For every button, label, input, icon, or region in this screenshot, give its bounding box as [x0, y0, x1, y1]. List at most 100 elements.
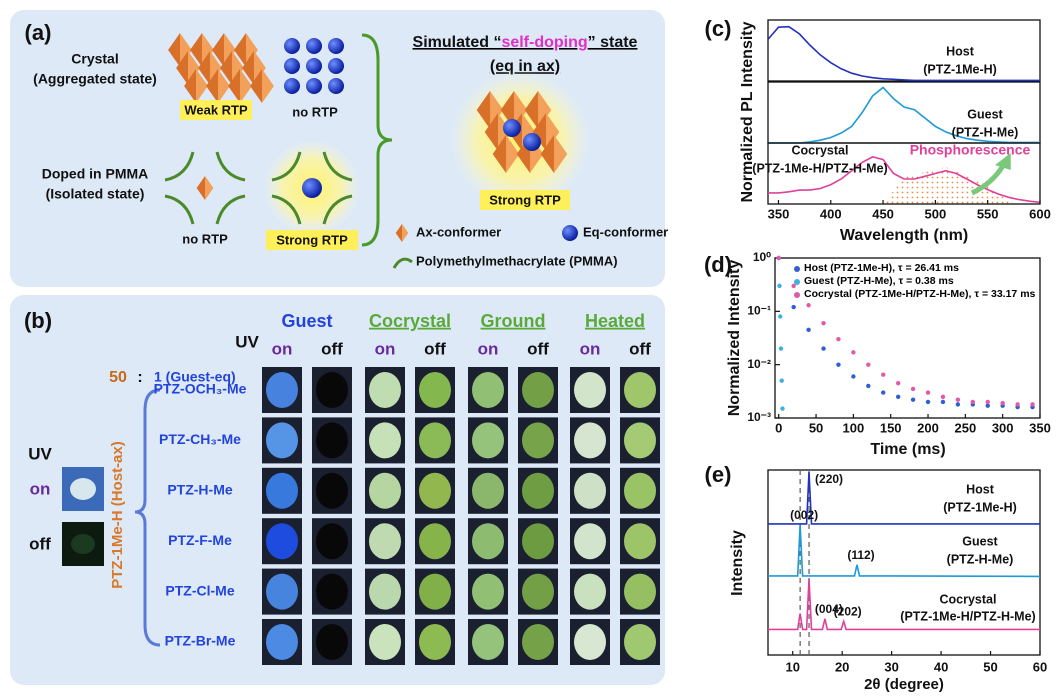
sample-photo-glow — [574, 573, 606, 610]
ax-conformer — [228, 69, 240, 103]
data-point — [791, 283, 796, 289]
sample-photo-glow — [624, 624, 656, 660]
ax-conformer — [532, 113, 546, 151]
data-point — [985, 399, 990, 405]
sample-photo-glow — [624, 523, 656, 560]
column-group: Cocrystal — [369, 311, 451, 331]
x-tick-label: 100 — [843, 420, 865, 435]
data-point — [1015, 402, 1020, 407]
sample-photo-glow — [419, 624, 451, 660]
eq-conformer — [328, 78, 344, 94]
ax-conformer — [240, 69, 252, 103]
ax-conformer — [524, 91, 538, 129]
data-point — [866, 362, 871, 367]
sample-photo-glow — [574, 624, 606, 660]
data-point — [895, 380, 901, 386]
x-tick-label: 350 — [1029, 420, 1051, 435]
sample-name: PTZ-Cl-Me — [165, 582, 234, 598]
y-axis-label: Normalized PL Intensity — [739, 21, 756, 202]
uv-state: on — [580, 339, 601, 358]
label: UV — [235, 332, 259, 351]
x-tick-label: 50 — [809, 420, 823, 435]
ax-conformer — [554, 135, 568, 173]
legend-text: Guest (PTZ-H-Me), τ = 0.38 ms — [804, 275, 954, 287]
eq-conformer — [284, 38, 300, 54]
sample-photo-glow — [472, 523, 504, 560]
sample-photo-glow — [574, 523, 606, 560]
eq-conformer — [306, 58, 322, 74]
ax-conformer — [538, 91, 552, 129]
x-tick-label: 600 — [1029, 206, 1051, 221]
arrow-head — [995, 153, 1011, 170]
y-axis-label: Intensity — [729, 530, 746, 596]
label: no RTP — [292, 104, 338, 119]
ax-conformer — [168, 33, 180, 67]
x-tick-label: 150 — [880, 420, 902, 435]
sample-photo-glow — [472, 624, 504, 660]
annotation: Phosphorescence — [910, 142, 1031, 158]
sample-photo-glow — [266, 523, 298, 560]
ax-conformer — [262, 69, 274, 103]
uv-state: off — [424, 339, 446, 358]
sample-photo-glow — [316, 573, 348, 610]
ax-conformer — [242, 51, 254, 85]
series-label: Cocrystal — [792, 143, 849, 157]
label: (Aggregated state) — [33, 71, 157, 87]
series-line — [768, 578, 1040, 631]
x-tick-label: 250 — [955, 420, 977, 435]
data-point — [970, 399, 976, 405]
legend-entry: Host (PTZ-1Me-H), τ = 26.41 ms — [792, 262, 1042, 275]
data-point — [955, 397, 961, 402]
pmma-chain — [322, 194, 353, 225]
data-point — [777, 283, 782, 289]
label: Polymethylmethacrylate (PMMA) — [416, 253, 618, 268]
peak-label: (002) — [790, 508, 818, 522]
data-point — [1030, 402, 1035, 407]
ax-conformer — [220, 51, 232, 85]
uv-state: on — [272, 339, 293, 358]
x-tick-label: 500 — [925, 206, 947, 221]
peak-label: (202) — [834, 605, 862, 619]
series-line — [768, 156, 1041, 204]
ax-conformer — [514, 91, 528, 129]
label: no RTP — [182, 231, 228, 246]
sample-photo-glow — [419, 422, 451, 459]
sample-photo-glow — [419, 523, 451, 560]
ax-conformer — [176, 51, 188, 85]
sample-photo-glow — [574, 422, 606, 459]
data-point — [776, 255, 781, 261]
legend-text: Cocrystal (PTZ-1Me-H/PTZ-H-Me), τ = 33.1… — [804, 288, 1036, 300]
data-point — [881, 390, 886, 395]
data-point — [910, 397, 916, 402]
ax-conformer — [250, 69, 262, 103]
series-label: Guest — [962, 534, 998, 548]
label: UV — [28, 444, 52, 463]
peak-label: (112) — [847, 548, 874, 562]
data-point — [778, 314, 783, 319]
data-point — [955, 402, 961, 407]
data-point — [791, 304, 796, 310]
sample-name: PTZ-Br-Me — [165, 633, 236, 649]
x-axis-label: 2θ (degree) — [864, 676, 944, 692]
plot-frame — [767, 469, 1041, 656]
series-label: Cocrystal — [940, 592, 997, 606]
legend-marker — [794, 292, 800, 298]
label: 50 — [109, 369, 127, 386]
plot-frame — [774, 257, 1041, 419]
sample-photo-glow — [522, 472, 554, 509]
title-part: self-doping — [501, 34, 587, 51]
data-point — [821, 346, 826, 351]
y-tick-label: 10⁻² — [747, 357, 771, 371]
reference-photo-glow — [70, 478, 96, 500]
ax-conformer — [234, 33, 246, 67]
uv-state: on — [375, 339, 396, 358]
x-axis-label: Wavelength (nm) — [840, 227, 968, 244]
sample-name: PTZ-H-Me — [167, 482, 233, 498]
data-point — [1000, 400, 1005, 406]
highlight — [480, 190, 570, 210]
x-tick-label: 400 — [820, 206, 842, 221]
sample-photo-glow — [369, 624, 401, 660]
series-label: (PTZ-H-Me) — [952, 125, 1019, 139]
label: : — [137, 369, 142, 386]
